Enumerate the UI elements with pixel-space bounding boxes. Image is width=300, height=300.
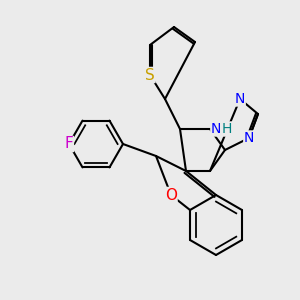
Text: H: H bbox=[221, 122, 232, 136]
Text: N: N bbox=[244, 131, 254, 145]
Text: N: N bbox=[235, 92, 245, 106]
Text: F: F bbox=[64, 136, 74, 152]
Text: O: O bbox=[165, 188, 177, 202]
Text: S: S bbox=[145, 68, 155, 82]
Text: N: N bbox=[211, 122, 221, 136]
